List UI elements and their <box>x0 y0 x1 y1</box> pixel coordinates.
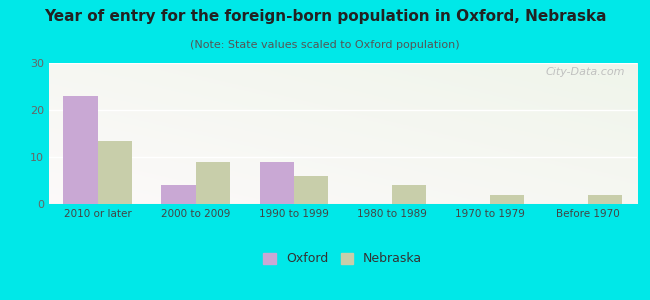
Bar <box>196 162 230 204</box>
Bar <box>490 195 525 204</box>
Legend: Oxford, Nebraska: Oxford, Nebraska <box>263 252 422 266</box>
Bar <box>64 96 98 204</box>
Bar <box>392 185 426 204</box>
Text: (Note: State values scaled to Oxford population): (Note: State values scaled to Oxford pop… <box>190 40 460 50</box>
Text: City-Data.com: City-Data.com <box>546 67 625 77</box>
Bar <box>294 176 328 204</box>
Bar <box>98 140 132 204</box>
Text: Year of entry for the foreign-born population in Oxford, Nebraska: Year of entry for the foreign-born popul… <box>44 9 606 24</box>
Bar <box>588 195 622 204</box>
Bar <box>259 162 294 204</box>
Bar <box>161 185 196 204</box>
